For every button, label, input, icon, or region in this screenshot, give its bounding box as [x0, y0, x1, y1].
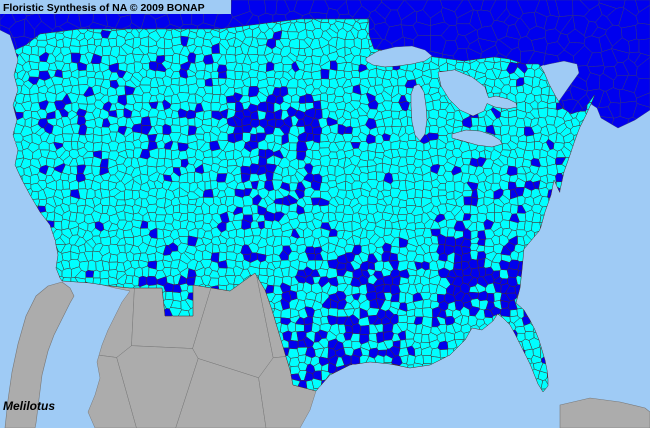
svg-text:Melilotus: Melilotus — [3, 399, 55, 413]
svg-text:Floristic Synthesis of NA © 20: Floristic Synthesis of NA © 2009 BONAP — [3, 2, 205, 14]
